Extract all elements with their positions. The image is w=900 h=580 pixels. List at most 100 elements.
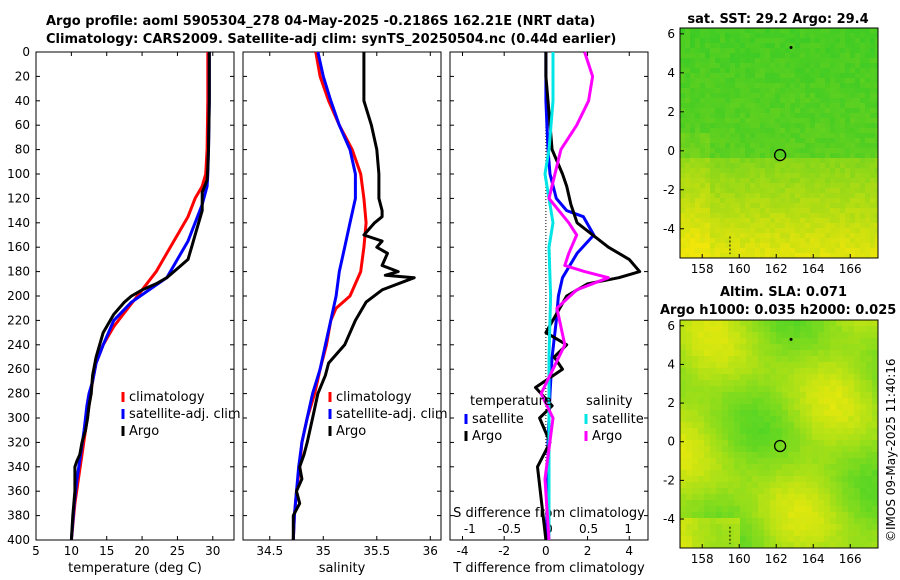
map-y-tick-label: 4: [667, 66, 675, 80]
salinity-frame: [242, 51, 442, 541]
series-line-satellite-adj.-clim: [291, 51, 357, 541]
y-tick-label: 80: [15, 143, 30, 157]
y-tick-label: 400: [7, 533, 30, 547]
map-x-tick-label: 160: [728, 552, 751, 566]
x-tick-label: 10: [64, 544, 79, 558]
x-tick-label: 15: [99, 544, 114, 558]
x-tick-label: 34.5: [256, 544, 283, 558]
sla-map-frame: [679, 319, 879, 549]
y-tick-label: 160: [7, 240, 30, 254]
s-diff-tick-label: -1: [464, 522, 476, 536]
legend-label: climatology: [336, 390, 412, 405]
y-tick-label: 200: [7, 289, 30, 303]
s-diff-tick-label: 0.5: [579, 522, 598, 536]
x-tick-label: 35: [316, 544, 331, 558]
map-y-tick-label: 6: [667, 27, 675, 41]
map-x-tick-label: 166: [839, 552, 862, 566]
y-tick-label: 60: [15, 118, 30, 132]
x-tick-label: -4: [457, 544, 469, 558]
series-line-salinity-Argo: [539, 51, 610, 541]
map-x-tick-label: 158: [691, 552, 714, 566]
y-tick-label: 20: [15, 69, 30, 83]
x-tick-label: 20: [134, 544, 149, 558]
x-tick-label: 4: [625, 544, 633, 558]
series-line-Argo: [69, 52, 211, 541]
legend-label: satellite: [592, 412, 644, 427]
sst-map-title: sat. SST: 29.2 Argo: 29.4: [687, 12, 868, 27]
legend-group-title: temperature: [470, 394, 552, 409]
series-line-Argo: [291, 52, 416, 540]
temperature-frame: [35, 51, 235, 541]
map-x-tick-label: 160: [728, 262, 751, 276]
y-tick-label: 180: [7, 265, 30, 279]
legend-label: Argo: [472, 429, 502, 444]
map-x-tick-label: 158: [691, 262, 714, 276]
y-tick-label: 300: [7, 411, 30, 425]
sla-map-field: [680, 320, 878, 548]
figure-title-line2: Climatology: CARS2009. Satellite-adj cli…: [46, 32, 617, 47]
map-x-tick-label: 162: [765, 262, 788, 276]
map-y-tick-label: 4: [667, 357, 675, 371]
x-tick-label: 5: [32, 544, 40, 558]
sla-map: 158 160 162 164 166 6 4 2 0 -2 -4: [663, 319, 879, 566]
map-y-tick-label: 6: [667, 319, 675, 333]
y-tick-label: 320: [7, 435, 30, 449]
legend-label: climatology: [129, 390, 205, 405]
legend-label: Argo: [129, 424, 159, 439]
x-tick-label: 0: [542, 544, 550, 558]
island-mark: [789, 337, 793, 341]
y-tick-label: 240: [7, 338, 30, 352]
y-tick-label: 140: [7, 216, 30, 230]
y-tick-label: 280: [7, 387, 30, 401]
x-tick-label: -2: [498, 544, 510, 558]
y-tick-label: 220: [7, 313, 30, 327]
legend-group-title: salinity: [586, 394, 633, 409]
x-tick-label: 2: [584, 544, 592, 558]
difference-xlabel: T difference from climatology: [452, 561, 645, 576]
map-x-tick-label: 162: [765, 552, 788, 566]
map-y-tick-label: -4: [663, 222, 675, 236]
map-y-tick-label: 0: [667, 435, 675, 449]
sst-map-field: [680, 28, 878, 258]
figure-title-line1: Argo profile: aoml 5905304_278 04-May-20…: [46, 14, 596, 29]
legend-label: satellite: [472, 412, 524, 427]
island-mark: [789, 45, 793, 49]
salinity-panel: 34.5 35 35.5 36 salinity climatology satellite…: [242, 51, 448, 576]
sla-map-subtitle: Argo h1000: 0.035 h2000: 0.025: [660, 303, 896, 318]
map-y-tick-label: 2: [667, 105, 675, 119]
map-x-tick-label: 164: [802, 552, 825, 566]
y-tick-label: 40: [15, 94, 30, 108]
legend-label: Argo: [336, 424, 366, 439]
legend-label: satellite-adj. clim: [336, 407, 448, 422]
map-y-tick-label: 0: [667, 144, 675, 158]
y-tick-label: 100: [7, 167, 30, 181]
map-y-tick-label: -4: [663, 512, 675, 526]
y-tick-label: 360: [7, 484, 30, 498]
temperature-panel: 5 10 15 20 25 3002040608010012014016018020022…: [7, 45, 241, 576]
map-y-tick-label: -2: [663, 183, 675, 197]
legend-label: Argo: [592, 429, 622, 444]
legend-label: satellite-adj. clim: [129, 407, 241, 422]
map-y-tick-label: -2: [663, 473, 675, 487]
argo-position-marker: [773, 148, 787, 162]
temperature-xlabel: temperature (deg C): [68, 561, 202, 576]
sla-map-title: Altim. SLA: 0.071: [720, 285, 847, 300]
map-y-tick-label: 2: [667, 396, 675, 410]
salinity-xlabel: salinity: [319, 561, 366, 576]
y-tick-label: 120: [7, 191, 30, 205]
x-tick-label: 35.5: [363, 544, 390, 558]
s-diff-tick-label: -0.5: [498, 522, 521, 536]
y-tick-label: 380: [7, 509, 30, 523]
argo-position-marker: [773, 439, 787, 453]
y-tick-label: 0: [22, 45, 30, 59]
sst-map-frame: [679, 27, 879, 259]
sst-map: 158 160 162 164 166 6 4 2 0 -2 -4: [663, 27, 879, 276]
x-tick-label: 36: [423, 544, 438, 558]
map-x-tick-label: 166: [839, 262, 862, 276]
map-x-tick-label: 164: [802, 262, 825, 276]
s-diff-tick-label: 1: [624, 522, 632, 536]
y-tick-label: 260: [7, 362, 30, 376]
y-tick-label: 340: [7, 460, 30, 474]
x-tick-label: 30: [205, 544, 220, 558]
